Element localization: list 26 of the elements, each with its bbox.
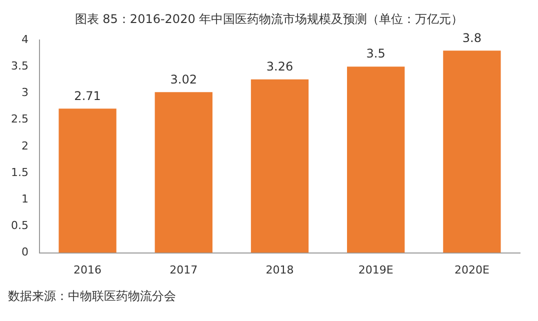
data-label: 3.26: [266, 59, 294, 74]
bar: [347, 66, 405, 253]
bar: [250, 79, 309, 253]
bar: [443, 50, 501, 253]
source-note: 数据来源：中物联医药物流分会: [8, 288, 177, 305]
data-label: 3.02: [170, 72, 198, 86]
y-tick-label: 2.5: [10, 112, 28, 126]
y-tick-label: 0.5: [10, 219, 28, 232]
y-tick-label: 0: [21, 246, 28, 259]
y-tick-label: 2: [21, 139, 28, 152]
y-tick-label: 1: [21, 192, 28, 206]
bar: [154, 92, 212, 253]
y-tick-label: 4: [21, 32, 28, 46]
bar: [58, 108, 116, 253]
y-tick-label: 3: [21, 86, 28, 100]
data-label: 3.5: [366, 46, 386, 61]
x-tick-label: 2019E: [358, 263, 394, 276]
data-label: 2.71: [74, 88, 101, 103]
y-tick-label: 3.5: [10, 59, 28, 72]
x-tick-label: 2018: [266, 263, 294, 276]
chart-title: 图表 85：2016-2020 年中国医药物流市场规模及预测（单位：万亿元）: [74, 11, 464, 28]
data-label: 3.8: [462, 30, 482, 45]
x-tick-label: 2016: [74, 263, 102, 276]
x-tick-label: 2020E: [454, 263, 490, 276]
x-tick-label: 2017: [170, 263, 198, 276]
y-tick-label: 1.5: [10, 166, 28, 179]
